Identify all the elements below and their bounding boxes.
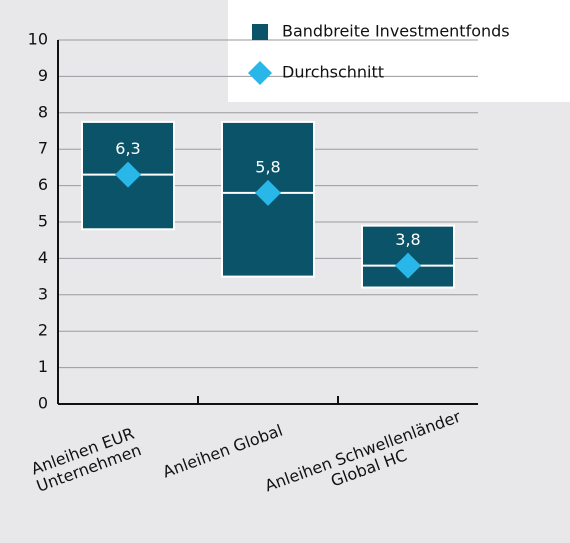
y-tick-label: 0: [38, 394, 48, 413]
average-marker: [115, 161, 141, 188]
y-tick-label: 2: [38, 321, 48, 340]
data-label: 6,3: [115, 139, 140, 158]
y-tick-label: 8: [38, 102, 48, 121]
y-tick-label: 6: [38, 175, 48, 194]
y-tick-label: 10: [28, 30, 48, 49]
data-label: 5,8: [255, 157, 280, 176]
legend-swatch: [248, 61, 272, 85]
average-marker: [395, 252, 421, 279]
average-marker: [255, 179, 281, 206]
data-label: 3,8: [395, 230, 420, 249]
legend-swatch: [252, 24, 268, 40]
y-tick-label: 1: [38, 357, 48, 376]
y-tick-label: 9: [38, 66, 48, 85]
legend-label: Bandbreite Investmentfonds: [282, 22, 510, 41]
y-tick-label: 3: [38, 284, 48, 303]
y-tick-label: 5: [38, 212, 48, 231]
legend-box: [228, 0, 570, 102]
legend-label: Durchschnitt: [282, 63, 384, 82]
y-tick-label: 4: [38, 248, 48, 267]
y-tick-label: 7: [38, 139, 48, 158]
